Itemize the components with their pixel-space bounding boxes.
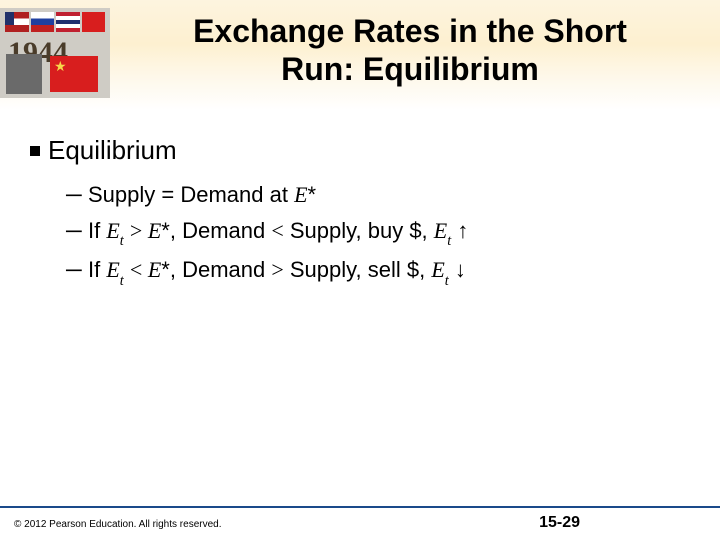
content-area: Equilibrium ─ Supply = Demand at E* ─ If…: [30, 135, 690, 295]
title-line-2: Run: Equilibrium: [281, 51, 539, 87]
building-icon: [6, 54, 42, 94]
flag-icon: [56, 12, 80, 32]
page-number: 15-29: [539, 514, 580, 532]
header-thumbnail: 1944: [0, 8, 110, 98]
copyright-text: © 2012 Pearson Education. All rights res…: [14, 519, 222, 530]
sub-bullet: ─ Supply = Demand at E*: [66, 180, 690, 210]
main-bullet-text: Equilibrium: [48, 135, 177, 166]
sub-bullet-list: ─ Supply = Demand at E* ─ If Et > E*, De…: [66, 180, 690, 289]
dash-icon: ─: [66, 180, 88, 210]
flag-icon: [82, 12, 106, 32]
slide-title: Exchange Rates in the Short Run: Equilib…: [120, 12, 700, 89]
sub-bullet-text: If Et < E*, Demand > Supply, sell $, Et …: [88, 255, 466, 289]
slide: 1944 Exchange Rates in the Short Run: Eq…: [0, 0, 720, 540]
title-line-1: Exchange Rates in the Short: [193, 13, 627, 49]
footer: © 2012 Pearson Education. All rights res…: [0, 506, 720, 540]
dash-icon: ─: [66, 216, 88, 246]
flag-strip: [5, 12, 105, 34]
china-flag-icon: [50, 56, 98, 92]
sub-bullet-text: Supply = Demand at E*: [88, 180, 316, 210]
main-bullet: Equilibrium: [30, 135, 690, 166]
dash-icon: ─: [66, 255, 88, 285]
square-bullet-icon: [30, 146, 40, 156]
sub-bullet: ─ If Et > E*, Demand < Supply, buy $, Et…: [66, 216, 690, 250]
sub-bullet: ─ If Et < E*, Demand > Supply, sell $, E…: [66, 255, 690, 289]
sub-bullet-text: If Et > E*, Demand < Supply, buy $, Et ↑: [88, 216, 468, 250]
flag-icon: [31, 12, 55, 32]
flag-icon: [5, 12, 29, 32]
